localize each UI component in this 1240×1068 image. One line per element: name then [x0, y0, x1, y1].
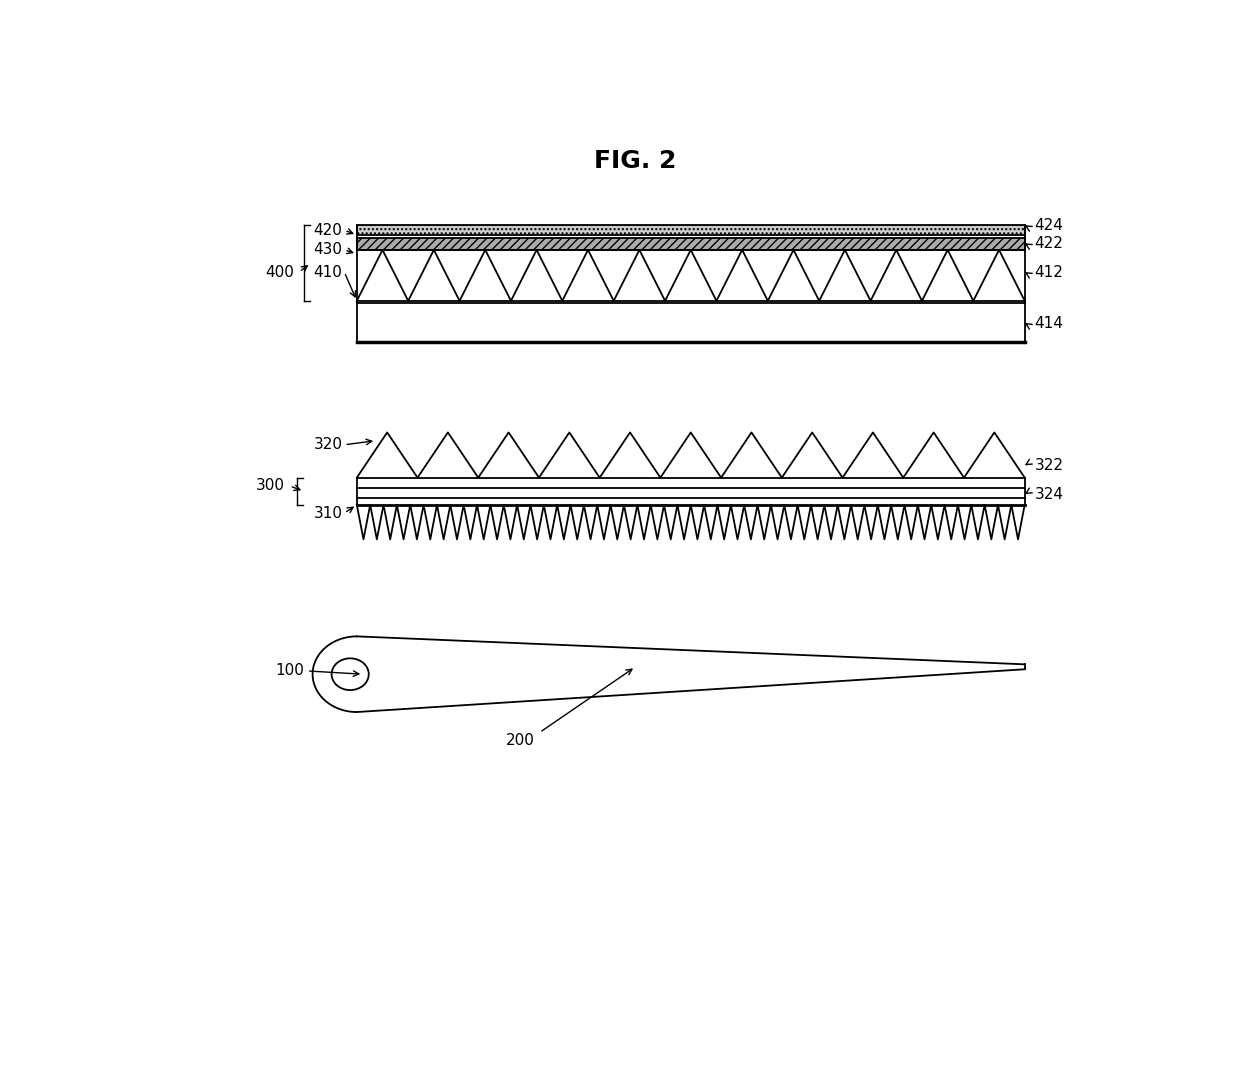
Text: FIG. 2: FIG. 2: [594, 150, 677, 173]
Text: 320: 320: [314, 437, 342, 452]
Text: 410: 410: [314, 265, 342, 280]
Polygon shape: [357, 433, 1024, 477]
Polygon shape: [312, 637, 1024, 712]
Text: 310: 310: [314, 505, 342, 520]
Bar: [357, 237, 1024, 250]
Text: 420: 420: [314, 222, 342, 238]
Text: 324: 324: [1034, 487, 1064, 502]
Text: 300: 300: [255, 478, 285, 493]
Polygon shape: [357, 250, 1024, 301]
Text: 430: 430: [314, 242, 342, 257]
Text: 100: 100: [275, 663, 304, 678]
Text: 200: 200: [506, 734, 534, 749]
Text: 424: 424: [1034, 218, 1063, 233]
Text: 400: 400: [265, 265, 294, 280]
Bar: [357, 303, 1024, 342]
Text: 412: 412: [1034, 265, 1063, 280]
Text: 414: 414: [1034, 315, 1063, 331]
Bar: [357, 225, 1024, 235]
Text: 322: 322: [1034, 458, 1064, 473]
Text: 422: 422: [1034, 236, 1063, 251]
